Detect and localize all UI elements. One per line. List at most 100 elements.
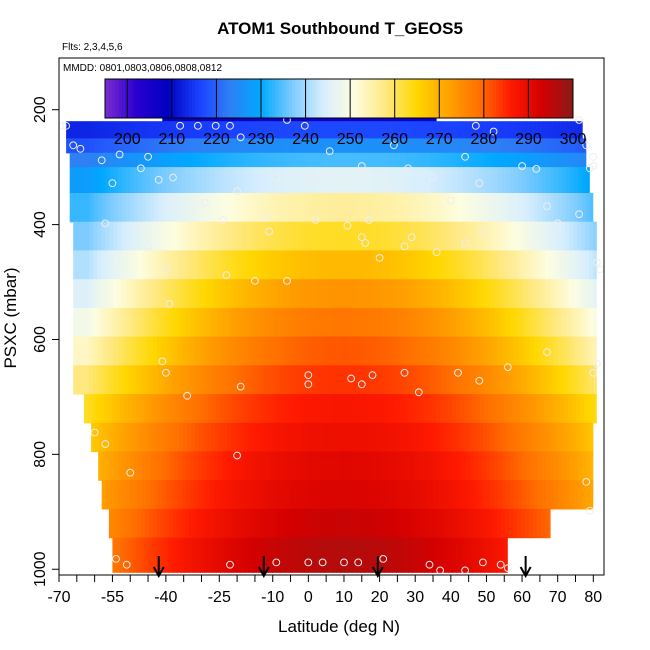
heatmap-cell xyxy=(484,537,489,573)
heatmap-cell xyxy=(449,279,454,309)
observation-point xyxy=(126,468,135,477)
heatmap-cell xyxy=(193,250,198,280)
colorbar-tick-label: 220 xyxy=(203,131,230,148)
heatmap-cell xyxy=(432,537,437,573)
heatmap-cell xyxy=(270,138,275,154)
heatmap-cell xyxy=(217,193,223,223)
heatmap-cell xyxy=(385,193,391,223)
heatmap-cell xyxy=(285,279,290,309)
heatmap-cell xyxy=(94,121,99,139)
heatmap-cell xyxy=(190,138,195,154)
heatmap-cell xyxy=(225,365,230,395)
heatmap-cell xyxy=(533,336,538,366)
heatmap-cell xyxy=(422,138,427,154)
observation-point xyxy=(90,428,99,437)
heatmap-cell xyxy=(267,394,273,424)
heatmap-cell xyxy=(141,307,146,338)
heatmap-cell xyxy=(211,422,216,453)
heatmap-cell xyxy=(189,167,195,194)
heatmap-cell xyxy=(348,537,353,573)
heatmap-cell xyxy=(285,152,291,168)
heatmap-cell xyxy=(139,394,145,424)
heatmap-cell xyxy=(533,279,538,309)
observation-point xyxy=(108,179,117,188)
heatmap-cell xyxy=(421,336,426,366)
heatmap-cell xyxy=(249,336,254,366)
heatmap-cell xyxy=(289,250,294,280)
heatmap-cell xyxy=(182,138,187,154)
heatmap-cell xyxy=(373,221,378,251)
heatmap-cell xyxy=(496,537,501,573)
heatmap-cell xyxy=(570,121,575,139)
heatmap-cell xyxy=(141,152,147,168)
colorbar-swatch xyxy=(532,79,537,118)
heatmap-cell xyxy=(345,193,351,223)
heatmap-cell xyxy=(164,508,170,539)
heatmap-cell xyxy=(577,167,583,194)
heatmap-cell xyxy=(190,121,195,139)
heatmap-cell xyxy=(487,422,492,453)
heatmap-cell xyxy=(410,138,415,154)
heatmap-cell xyxy=(438,121,443,139)
heatmap-cell xyxy=(437,221,442,251)
heatmap-cell xyxy=(425,307,430,338)
heatmap-cell xyxy=(230,121,235,139)
heatmap-cell xyxy=(483,422,488,453)
heatmap-cell xyxy=(85,221,90,251)
heatmap-cell xyxy=(251,422,256,453)
observation-point xyxy=(101,219,110,228)
heatmap-cell xyxy=(517,365,522,395)
heatmap-cell xyxy=(158,451,163,481)
heatmap-cell xyxy=(499,394,505,424)
heatmap-cell xyxy=(457,480,463,510)
heatmap-cell xyxy=(403,422,408,453)
heatmap-cell xyxy=(310,451,315,481)
heatmap-cell xyxy=(345,480,351,510)
heatmap-cell xyxy=(481,221,486,251)
heatmap-cell xyxy=(509,152,515,168)
heatmap-cell xyxy=(529,221,534,251)
heatmap-cell xyxy=(345,167,351,194)
heatmap-cell xyxy=(177,167,183,194)
observation-point xyxy=(62,121,70,130)
heatmap-cell xyxy=(449,221,454,251)
heatmap-cell xyxy=(433,167,439,194)
heatmap-cell xyxy=(321,167,327,194)
heatmap-cell xyxy=(198,451,203,481)
heatmap-cell xyxy=(261,221,266,251)
heatmap-cell xyxy=(285,307,290,338)
heatmap-cell xyxy=(530,451,535,481)
heatmap-cell xyxy=(85,336,90,366)
heatmap-cell xyxy=(313,221,318,251)
heatmap-cell xyxy=(361,193,367,223)
heatmap-cell xyxy=(553,167,559,194)
heatmap-cell xyxy=(485,152,491,168)
y-tick-label: 800 xyxy=(32,441,49,468)
heatmap-cell xyxy=(231,394,237,424)
heatmap-cell xyxy=(406,451,411,481)
heatmap-cell xyxy=(205,336,210,366)
heatmap-cell xyxy=(569,221,574,251)
heatmap-cell xyxy=(249,307,254,338)
heatmap-cell xyxy=(511,394,517,424)
heatmap-cell xyxy=(397,221,402,251)
heatmap-cell xyxy=(561,250,566,280)
heatmap-cell xyxy=(123,422,128,453)
heatmap-cell xyxy=(200,537,205,573)
colorbar-swatch xyxy=(445,79,450,118)
heatmap-cell xyxy=(144,508,150,539)
heatmap-cell xyxy=(521,193,527,223)
heatmap-cell xyxy=(233,193,239,223)
heatmap-cell xyxy=(305,307,310,338)
heatmap-cell xyxy=(321,152,327,168)
heatmap-cell xyxy=(425,193,431,223)
heatmap-cell xyxy=(432,508,438,539)
heatmap-cell xyxy=(410,121,415,139)
heatmap-cell xyxy=(217,167,223,194)
heatmap-cell xyxy=(185,250,190,280)
colorbar-swatch xyxy=(566,79,571,118)
heatmap-cell xyxy=(289,221,294,251)
heatmap-cell xyxy=(545,193,551,223)
colorbar-swatch xyxy=(425,79,430,118)
